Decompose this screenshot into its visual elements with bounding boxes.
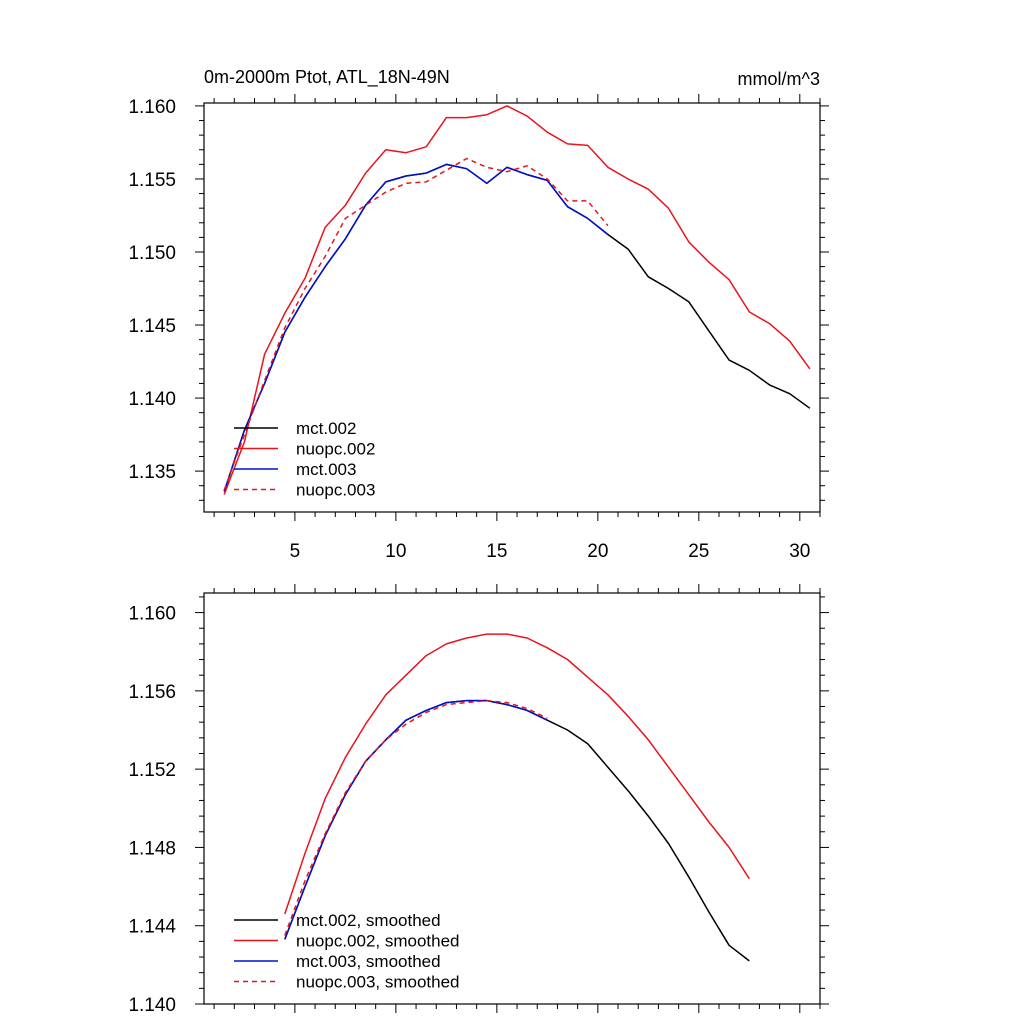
legend-label: nuopc.003 [296, 481, 375, 500]
y-tick-label: 1.160 [128, 97, 176, 118]
y-tick-label: 1.148 [128, 838, 176, 859]
legend-label: mct.002, smoothed [296, 911, 441, 930]
chart-title: 0m-2000m Ptot, ATL_18N-49N [204, 67, 450, 88]
y-tick-label: 1.155 [128, 170, 176, 191]
y-tick-label: 1.156 [128, 682, 176, 703]
y-tick-label: 1.135 [128, 462, 176, 483]
series-line-nuopc-002 [284, 633, 750, 915]
series-line-mct-003 [284, 699, 548, 940]
series-line-mct-003 [223, 163, 609, 492]
legend-label: nuopc.003, smoothed [296, 973, 460, 992]
legend-label: nuopc.002, smoothed [296, 932, 460, 951]
y-tick-label: 1.150 [128, 243, 176, 264]
legend-label: mct.002 [296, 419, 356, 438]
x-tick-label: 30 [789, 541, 810, 562]
series-line-nuopc-003 [223, 157, 609, 491]
y-tick-label: 1.144 [128, 917, 176, 938]
series-line-nuopc-002 [223, 105, 811, 495]
series-line-nuopc-003 [284, 699, 548, 936]
y-tick-label: 1.145 [128, 316, 176, 337]
x-tick-label: 15 [486, 541, 507, 562]
y-tick-label: 1.152 [128, 760, 176, 781]
x-tick-label: 25 [688, 541, 709, 562]
x-tick-label: 5 [290, 541, 301, 562]
y-tick-label: 1.140 [128, 389, 176, 410]
legend-label: mct.003, smoothed [296, 952, 441, 971]
x-tick-label: 10 [385, 541, 406, 562]
plot-frame [203, 592, 821, 1005]
x-tick-label: 20 [587, 541, 608, 562]
legend-label: nuopc.002 [296, 440, 375, 459]
y-tick-label: 1.140 [128, 995, 176, 1016]
bottom-panel: 1.140 1.144 1.148 1.152 1.156 1.160 mct.002, s… [128, 584, 829, 1016]
y-tick-label: 1.160 [128, 604, 176, 625]
legend-label: mct.003 [296, 460, 356, 479]
top-panel: 1.135 1.140 1.145 1.150 1.155 1.160 5 10 15 20 25 3… [128, 94, 829, 562]
plot-frame [203, 102, 821, 513]
units-label: mmol/m^3 [738, 69, 820, 89]
